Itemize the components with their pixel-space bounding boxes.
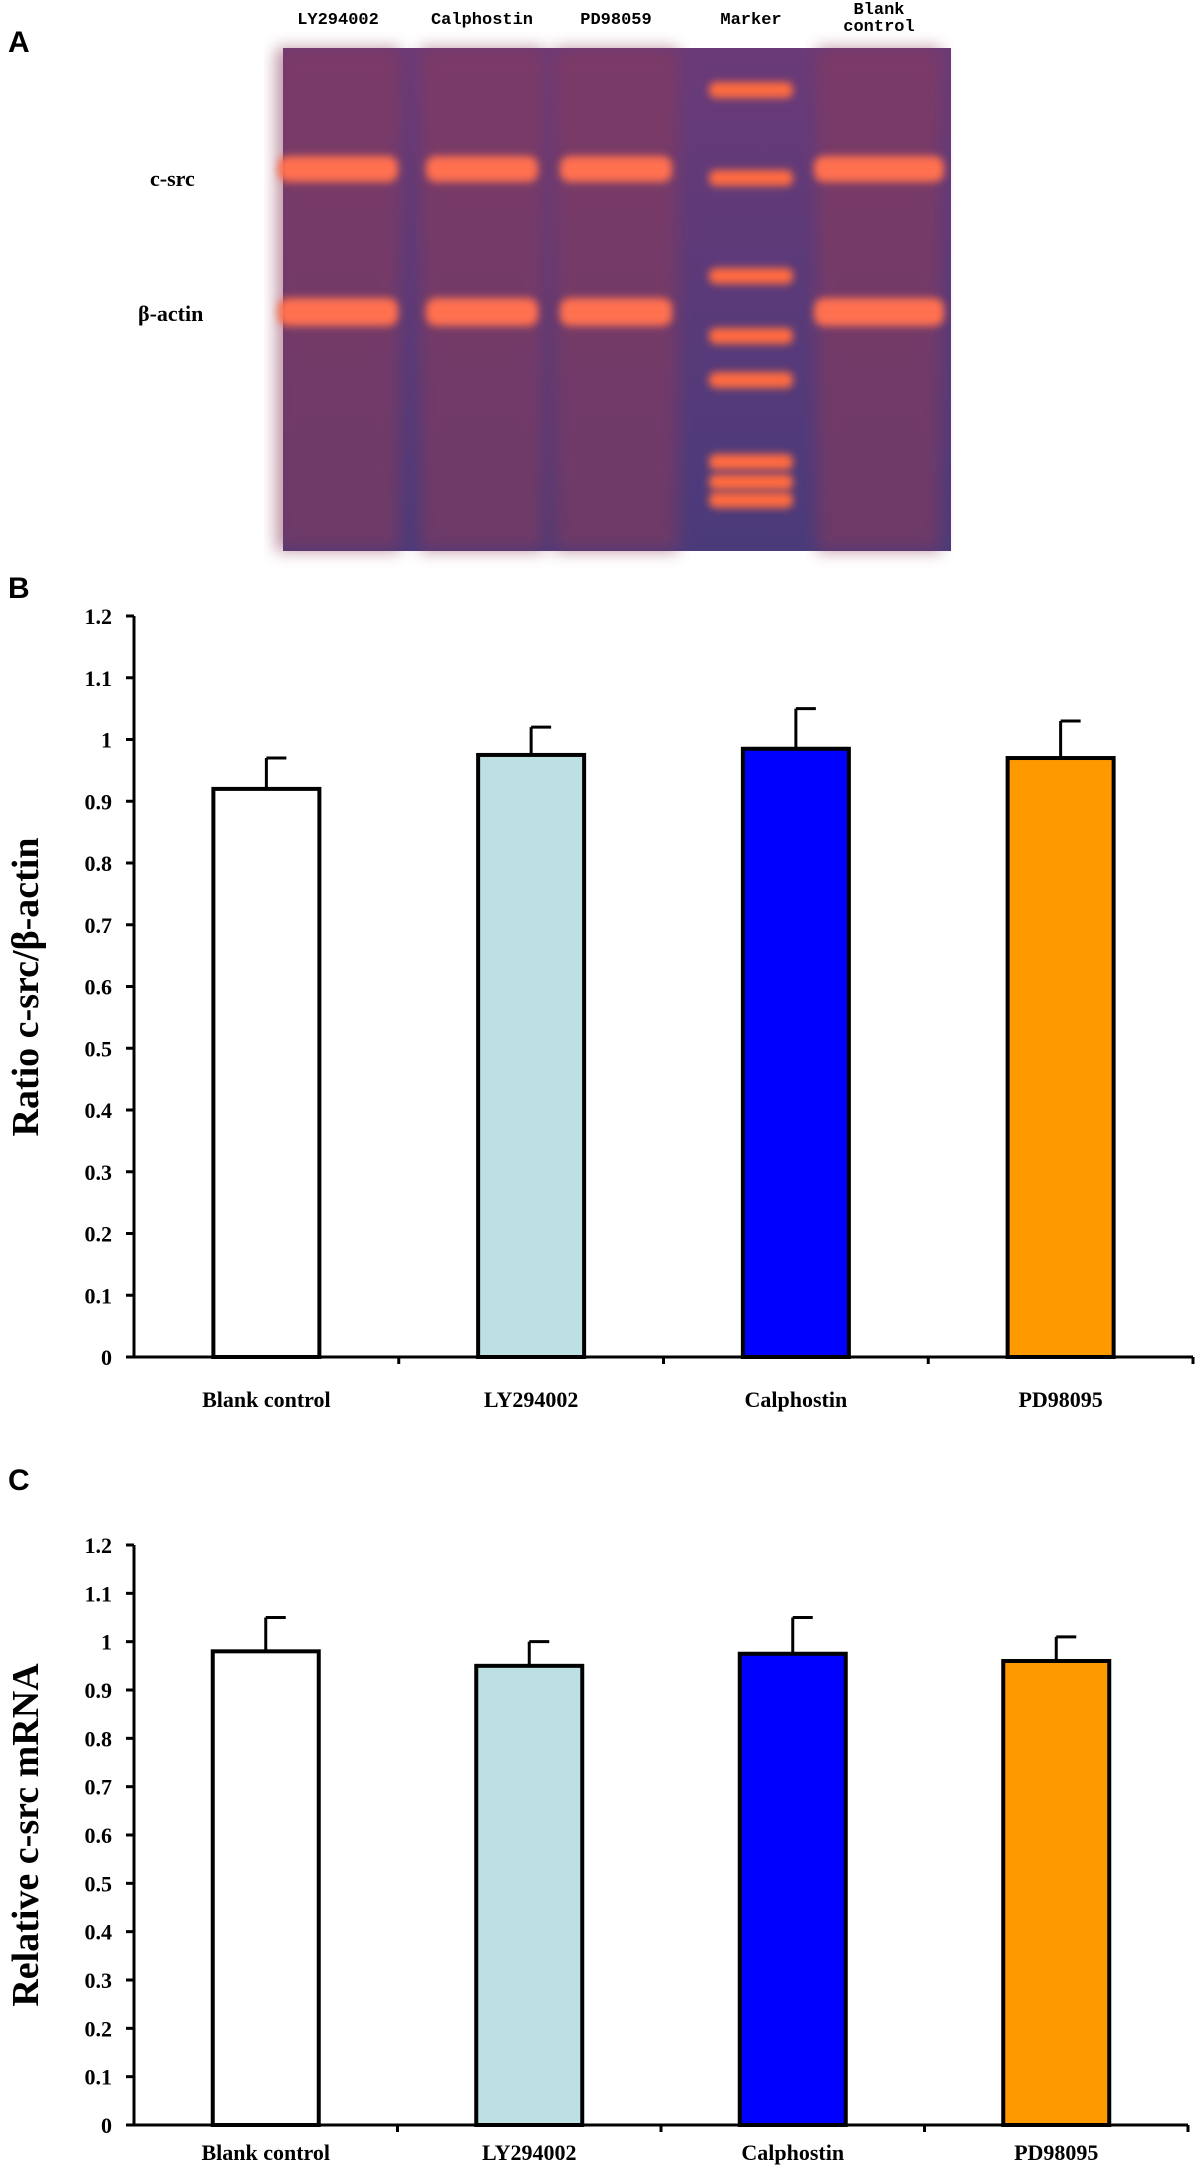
y-tick-label: 1.2 xyxy=(85,604,113,629)
gel-band xyxy=(814,156,944,182)
x-tick-label: PD98095 xyxy=(1018,1387,1102,1412)
y-tick-label: 0.1 xyxy=(85,2065,113,2090)
y-tick-label: 0.8 xyxy=(85,1726,113,1751)
x-tick-label: Blank control xyxy=(201,2140,330,2165)
lane-label: Calphostin xyxy=(430,11,534,30)
y-tick-label: 0.4 xyxy=(85,1098,113,1123)
y-tick-label: 1.1 xyxy=(85,666,113,691)
gel-band xyxy=(426,298,538,326)
x-tick-label: Blank control xyxy=(202,1387,331,1412)
gel-band xyxy=(278,298,398,326)
y-tick-label: 0.8 xyxy=(85,851,113,876)
y-tick-label: 0.2 xyxy=(85,2016,113,2041)
bar xyxy=(210,1649,321,2128)
marker-band xyxy=(709,328,793,344)
y-tick-label: 1 xyxy=(101,728,112,753)
y-tick-label: 0.3 xyxy=(85,1160,113,1185)
band-label: c-src xyxy=(150,166,195,191)
y-tick-label: 0.6 xyxy=(85,975,113,1000)
bar xyxy=(737,1651,848,2127)
panel-label: A xyxy=(8,26,30,59)
y-tick-label: 1 xyxy=(101,1630,112,1655)
marker-band xyxy=(709,82,793,98)
x-tick-label: Calphostin xyxy=(745,1387,848,1412)
y-tick-label: 0.4 xyxy=(85,1920,113,1945)
y-tick-label: 0 xyxy=(101,2113,112,2138)
band-label: β-actin xyxy=(138,301,203,326)
y-tick-label: 0.7 xyxy=(85,1775,113,1800)
marker-band xyxy=(709,454,793,470)
gel-band xyxy=(426,156,538,182)
gel-band xyxy=(560,298,672,326)
gel-band xyxy=(278,156,398,182)
panel-label: B xyxy=(8,572,30,605)
y-tick-label: 0.7 xyxy=(85,913,113,938)
marker-band xyxy=(709,492,793,508)
marker-band xyxy=(709,268,793,284)
bar xyxy=(211,786,322,1359)
lane-label: Marker xyxy=(720,11,782,30)
lane-label: Blank control xyxy=(843,1,915,37)
marker-band xyxy=(709,474,793,490)
bar xyxy=(476,752,587,1359)
x-tick-label: LY294002 xyxy=(484,1387,579,1412)
bar xyxy=(474,1663,585,2128)
gel-band xyxy=(560,156,672,182)
gel-band xyxy=(814,298,944,326)
lane-label: PD98059 xyxy=(580,11,652,30)
y-tick-label: 0.9 xyxy=(85,789,113,814)
lane-label: LY294002 xyxy=(297,11,379,30)
y-tick-label: 0.1 xyxy=(85,1283,113,1308)
x-tick-label: LY294002 xyxy=(482,2140,577,2165)
y-axis-label: Ratio c-src/β-actin xyxy=(5,838,47,1137)
marker-band xyxy=(709,170,793,186)
y-axis-label: Relative c-src mRNA xyxy=(5,1663,47,2007)
x-tick-label: Calphostin xyxy=(741,2140,844,2165)
y-tick-label: 0.9 xyxy=(85,1678,113,1703)
y-tick-label: 0.3 xyxy=(85,1968,113,1993)
y-tick-label: 0.6 xyxy=(85,1823,113,1848)
y-tick-label: 0.5 xyxy=(85,1871,113,1896)
marker-band xyxy=(709,372,793,388)
y-tick-label: 0.5 xyxy=(85,1036,113,1061)
y-tick-label: 1.1 xyxy=(85,1581,113,1606)
bar xyxy=(1001,1659,1112,2127)
gel-image xyxy=(276,48,951,551)
bar xyxy=(1005,756,1116,1359)
y-tick-label: 0.2 xyxy=(85,1222,113,1247)
y-tick-label: 0 xyxy=(101,1345,112,1370)
bar xyxy=(740,746,851,1359)
x-tick-label: PD98095 xyxy=(1014,2140,1098,2165)
y-tick-label: 1.2 xyxy=(85,1533,113,1558)
panel-label: C xyxy=(8,1464,30,1497)
